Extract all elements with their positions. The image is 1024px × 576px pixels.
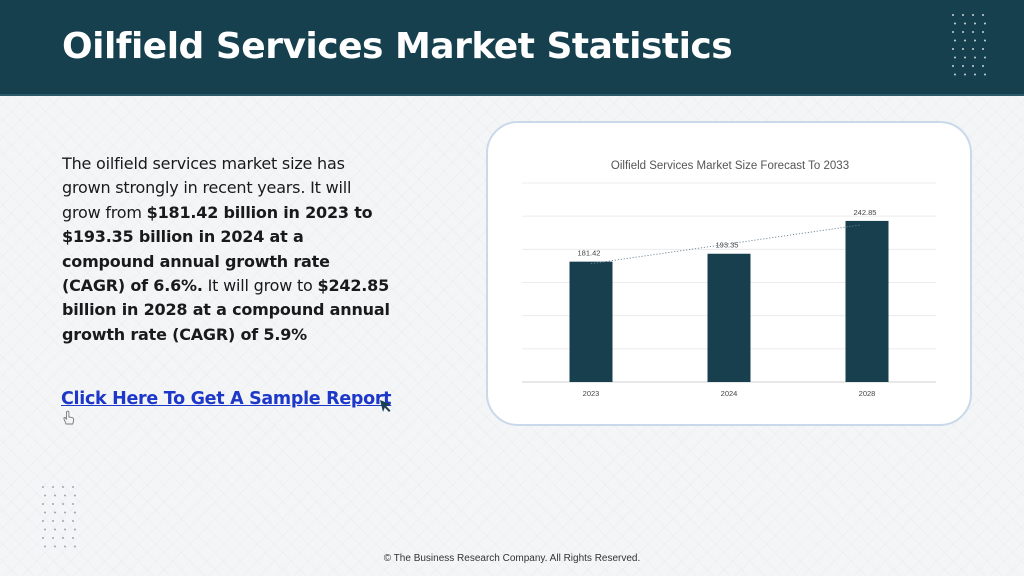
dot: [74, 511, 76, 514]
market-size-chart: Oilfield Services Market Size Forecast T…: [522, 160, 936, 398]
dot: [952, 65, 954, 67]
dot: [964, 39, 966, 42]
x-tick-label: 2023: [583, 389, 600, 398]
page-title: Oilfield Services Market Statistics: [62, 26, 733, 67]
hand-pointer-icon: [63, 410, 75, 425]
dot: [62, 503, 64, 505]
dot: [964, 73, 966, 76]
dot: [44, 511, 46, 514]
dot: [982, 14, 984, 16]
dot: [62, 486, 64, 488]
dot: [52, 486, 54, 488]
dot: [52, 537, 54, 539]
dot: [974, 73, 976, 76]
dot: [42, 503, 44, 505]
dot: [952, 14, 954, 16]
dot: [974, 22, 976, 25]
dot: [52, 503, 54, 505]
description-segment: It will grow to: [202, 276, 318, 296]
dot: [952, 31, 954, 33]
dot: [954, 39, 956, 42]
dot: [984, 73, 986, 76]
dot: [984, 56, 986, 59]
dot: [954, 22, 956, 25]
dot: [972, 31, 974, 33]
copyright-footer: © The Business Research Company. All Rig…: [383, 553, 641, 564]
dot: [972, 48, 974, 50]
dot: [54, 494, 56, 497]
dot: [964, 56, 966, 59]
bar-2023: [569, 261, 613, 382]
dot: [64, 494, 66, 497]
data-label: 242.85: [854, 208, 877, 217]
chart-card: Oilfield Services Market Size Forecast T…: [486, 121, 972, 426]
dot: [964, 22, 966, 25]
dot: [982, 48, 984, 50]
dot-grid-icon: [42, 486, 76, 548]
data-label: 193.35: [716, 241, 739, 250]
dot: [74, 528, 76, 531]
dot: [954, 56, 956, 59]
bar-2028: [845, 220, 889, 382]
dot: [972, 14, 974, 16]
trendline: [590, 224, 862, 265]
dot: [44, 494, 46, 497]
dot: [72, 520, 74, 522]
dot: [42, 486, 44, 488]
dot: [952, 48, 954, 50]
dot: [982, 65, 984, 67]
bar-2024: [707, 253, 751, 382]
x-tick-label: 2024: [721, 389, 738, 398]
sample-report-link[interactable]: Click Here To Get A Sample Report: [61, 389, 392, 409]
description-segment: $242.85 billion in 2028 at a compound an…: [62, 276, 390, 344]
header-bar: Oilfield Services Market Statistics: [0, 0, 1024, 96]
description-segment: The oilfield services market size has gr…: [62, 154, 352, 222]
dot: [954, 73, 956, 76]
dot: [64, 511, 66, 514]
dot: [62, 520, 64, 522]
dot: [72, 503, 74, 505]
chart-title: Oilfield Services Market Size Forecast T…: [611, 160, 849, 172]
dot: [54, 528, 56, 531]
dot: [54, 511, 56, 514]
dot: [72, 486, 74, 488]
dot: [984, 22, 986, 25]
market-description: The oilfield services market size has gr…: [62, 152, 392, 347]
cursor-arrow-icon: [380, 400, 391, 412]
dot-grid-icon: [952, 14, 986, 76]
description-segment: $181.42 billion in 2023 to $193.35 billi…: [62, 202, 373, 296]
dot: [64, 545, 66, 548]
dot: [44, 545, 46, 548]
dot: [974, 39, 976, 42]
dot: [962, 31, 964, 33]
dot: [972, 65, 974, 67]
dot: [74, 545, 76, 548]
dot: [62, 537, 64, 539]
dot: [42, 537, 44, 539]
dot: [962, 14, 964, 16]
dot: [74, 494, 76, 497]
dot: [962, 48, 964, 50]
dot: [64, 528, 66, 531]
dot: [974, 56, 976, 59]
dot: [54, 545, 56, 548]
dot: [52, 520, 54, 522]
data-label: 181.42: [578, 249, 601, 258]
dot: [982, 31, 984, 33]
dot: [962, 65, 964, 67]
dot: [42, 520, 44, 522]
dot: [72, 537, 74, 539]
dot: [44, 528, 46, 531]
dot: [984, 39, 986, 42]
x-tick-label: 2028: [859, 389, 876, 398]
